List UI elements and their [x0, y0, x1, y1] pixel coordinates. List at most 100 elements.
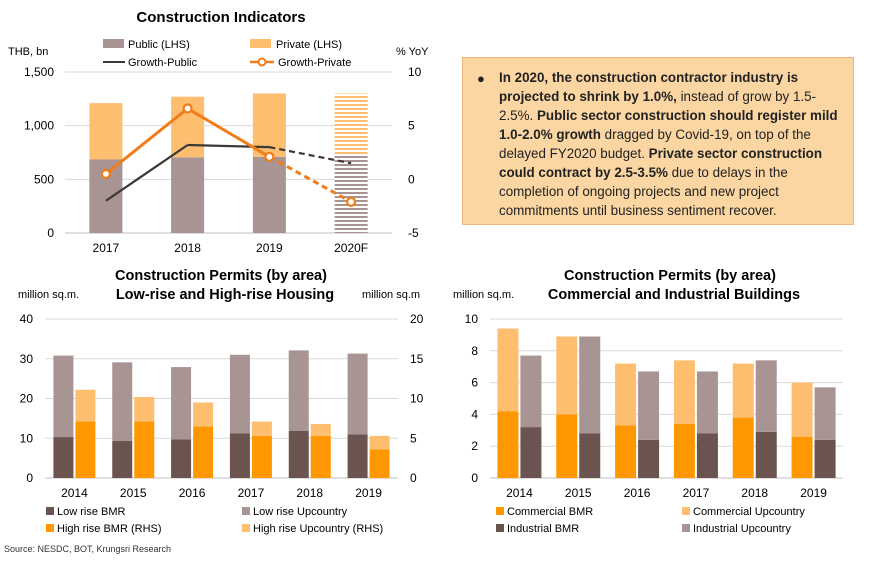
legend-swatch [682, 507, 690, 515]
growth-private-line-segment [104, 107, 189, 176]
y-tick-right-label: 0 [410, 471, 417, 485]
source-note: Source: NESDC, BOT, Krungsri Research [4, 544, 172, 554]
legend-swatch [242, 524, 250, 532]
x-tick-label: 2014 [61, 486, 88, 500]
bar-public [171, 157, 205, 233]
legend-label: High rise BMR (RHS) [57, 523, 162, 535]
growth-public-line-segment [187, 143, 270, 149]
legend-swatch [682, 524, 690, 532]
y-tick-right-label: 10 [410, 392, 424, 406]
y-tick-right-label: 20 [410, 312, 424, 326]
legend-swatch-private [250, 39, 271, 48]
bar-industrial-bmr [579, 433, 601, 478]
y-tick-left-label: 0 [26, 471, 33, 485]
bar-private [334, 93, 368, 155]
x-tick-label: 2016 [179, 486, 206, 500]
legend-swatch [242, 507, 250, 515]
legend-swatch-public [103, 39, 124, 48]
bar-commercial-upcountry [497, 328, 519, 412]
bar-commercial-upcountry [732, 363, 754, 418]
y-tick-left-label: 30 [20, 352, 34, 366]
bar-low-rise-upcountry [288, 350, 309, 431]
bar-low-rise-upcountry [112, 362, 133, 442]
chart-subtitle: Commercial and Industrial Buildings [548, 287, 800, 303]
y-tick-right-label: 10 [408, 65, 422, 79]
bar-industrial-upcountry [520, 355, 542, 428]
growth-private-line-point [100, 168, 111, 180]
bar-industrial-bmr [814, 439, 836, 478]
y-tick-left-label: 1,500 [24, 65, 54, 79]
legend-label: Industrial BMR [507, 523, 579, 535]
note-part-0: In 2020, the construction contractor ind… [499, 70, 799, 104]
y-tick-right-label: 15 [410, 352, 424, 366]
legend-swatch [46, 524, 54, 532]
y-axis-left-label: million sq.m. [453, 289, 514, 301]
bar-low-rise-bmr [112, 441, 133, 478]
bar-commercial-upcountry [556, 336, 578, 415]
y-tick-left-label: 6 [471, 376, 478, 390]
growth-private-line-point [264, 151, 275, 162]
bar-commercial-bmr [791, 436, 813, 478]
y-tick-left-label: 0 [471, 471, 478, 485]
growth-public-line-segment [105, 144, 189, 202]
bar-low-rise-bmr [171, 439, 192, 478]
growth-public-line-segment [269, 146, 352, 165]
x-tick-label: 2016 [624, 486, 651, 500]
commentary-text: In 2020, the construction contractor ind… [499, 70, 838, 218]
bar-low-rise-bmr [288, 430, 309, 478]
y-tick-right-label: -5 [408, 226, 419, 240]
y-tick-left-label: 8 [471, 344, 478, 358]
legend-label: Low rise BMR [57, 506, 126, 518]
bar-low-rise-upcountry [229, 354, 250, 434]
bar-high-rise-bmr-rhs [75, 421, 96, 478]
legend-label: Commercial BMR [507, 506, 593, 518]
legend-label: Commercial Upcountry [693, 506, 805, 518]
bar-industrial-bmr [520, 427, 542, 478]
note-part-5: due to delays in the completion of ongoi… [499, 165, 788, 218]
y-tick-left-label: 10 [465, 312, 479, 326]
bar-high-rise-bmr-rhs [134, 421, 155, 478]
bar-commercial-upcountry [791, 382, 813, 437]
bar-low-rise-upcountry [53, 355, 74, 438]
bar-industrial-upcountry [696, 371, 718, 434]
x-tick-label: 2014 [506, 486, 533, 500]
bar-low-rise-upcountry [171, 367, 192, 440]
y-tick-left-label: 40 [20, 312, 34, 326]
growth-private-line-point [182, 103, 193, 114]
y-axis-left-label: million sq.m. [18, 289, 79, 301]
y-tick-left-label: 0 [47, 226, 54, 240]
bar-high-rise-upcountry-rhs [134, 396, 155, 422]
bar-commercial-bmr [615, 425, 637, 478]
legend-swatch [496, 507, 504, 515]
x-tick-label: 2015 [565, 486, 592, 500]
bar-industrial-upcountry [579, 336, 601, 434]
legend-label-growth-public: Growth-Public [128, 57, 198, 69]
x-tick-label: 2017 [683, 486, 710, 500]
chart-title: Construction Permits (by area) [564, 268, 776, 284]
y-tick-left-label: 10 [20, 431, 34, 445]
y-tick-right-label: 0 [408, 172, 415, 186]
x-tick-label: 2017 [93, 241, 120, 255]
bar-commercial-bmr [732, 417, 754, 478]
legend-label: Industrial Upcountry [693, 523, 791, 535]
legend-swatch [496, 524, 504, 532]
bar-high-rise-upcountry-rhs [251, 421, 272, 436]
y-tick-left-label: 2 [471, 439, 478, 453]
x-tick-label: 2018 [174, 241, 201, 255]
chart-subtitle: Low-rise and High-rise Housing [116, 287, 334, 303]
legend-label-public: Public (LHS) [128, 39, 190, 51]
y-tick-left-label: 20 [20, 392, 34, 406]
y-axis-right-label: % YoY [396, 46, 429, 58]
x-tick-label: 2019 [800, 486, 827, 500]
y-tick-right-label: 5 [408, 119, 415, 133]
legend-label: High rise Upcountry (RHS) [253, 523, 383, 535]
y-tick-left-label: 500 [34, 172, 54, 186]
x-tick-label: 2018 [741, 486, 768, 500]
x-tick-label: 2020F [334, 241, 368, 255]
bar-private [89, 103, 123, 160]
bar-low-rise-bmr [347, 434, 368, 478]
note-part-1: instead of grow by 1.5-2.5%. [499, 89, 817, 123]
bar-high-rise-upcountry-rhs [193, 402, 214, 427]
x-tick-label: 2018 [296, 486, 323, 500]
y-axis-right-label: million sq.m [362, 289, 420, 301]
